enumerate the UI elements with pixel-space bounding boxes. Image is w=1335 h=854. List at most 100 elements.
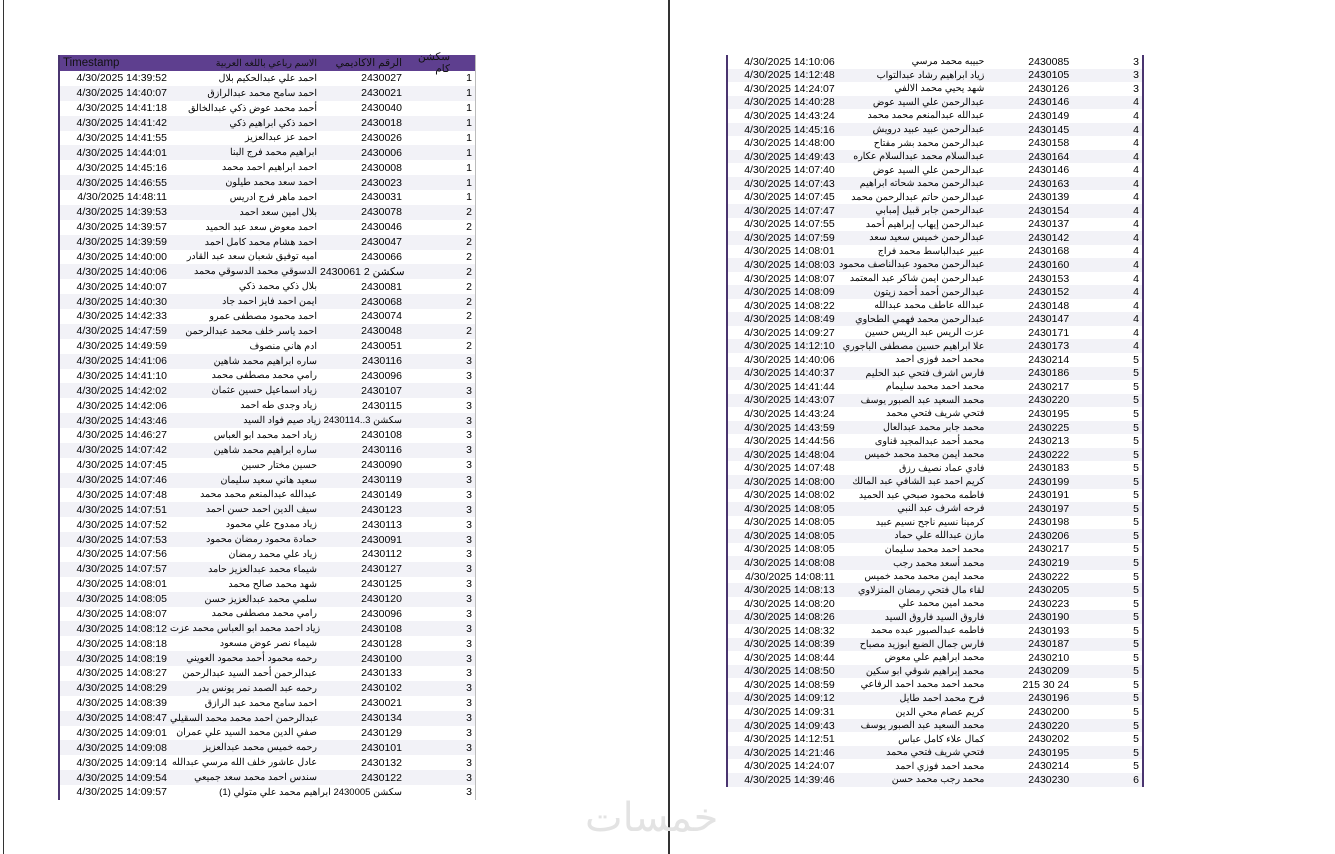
table-row: 4/30/2025 14:41:42 احمد ذكي ابراهيم ذكي 24…: [60, 115, 475, 131]
cell-id: 2430046: [361, 221, 402, 234]
cell-timestamp: 4/30/2025 14:08:07: [76, 607, 167, 620]
cell-timestamp: 4/30/2025 14:39:46: [744, 773, 835, 786]
cell-name: احمد ياسر خلف محمد عبدالرحمن: [185, 325, 317, 337]
cell-section: 1: [466, 117, 472, 130]
cell-id: 2430137: [1028, 218, 1070, 231]
cell-id: 2430173: [1028, 340, 1070, 353]
cell-section: 3: [466, 637, 472, 650]
cell-section: 2: [466, 310, 472, 323]
cell-timestamp: 4/30/2025 14:43:07: [744, 394, 835, 407]
table-row: 4/30/2025 14:07:45 حسين مختار حسين 2430090…: [60, 458, 475, 473]
cell-timestamp: 4/30/2025 14:24:07: [744, 760, 835, 773]
cell-timestamp: 4/30/2025 14:08:02: [744, 489, 835, 502]
cell-name: ادم هاني منصوف: [249, 340, 317, 352]
cell-section: 4: [1133, 109, 1139, 122]
cell-name: سكشن 3..2430114 زياد صيم فواد السيد: [243, 415, 402, 427]
table-row: 4/30/2025 14:07:51 سيف الدين احمد حسن احم…: [60, 502, 475, 518]
table-row: 4/30/2025 14:07:56 زياد علي محمد رمضان 243…: [60, 547, 475, 562]
cell-id: 2430198: [1028, 516, 1070, 529]
cell-name: احمد سعد محمد طيلون: [225, 177, 317, 189]
cell-id: 2430205: [1028, 584, 1070, 597]
cell-name: رامي محمد مصطفى محمد: [211, 370, 317, 382]
cell-id: 2430023: [361, 176, 402, 189]
cell-name: احمد ابراهيم احمد محمد: [222, 162, 317, 174]
cell-name: علا ابراهيم حسين مصطفى الباجوري: [842, 340, 985, 352]
table-row: 4/30/2025 14:08:27 عبدالرحمن أحمد السيد ع…: [60, 666, 475, 681]
cell-name: لقاء مال فتحي رمضان المنزلاوي: [858, 584, 985, 596]
cell-timestamp: 4/30/2025 14:08:05: [744, 502, 835, 515]
cell-name: احمد علي عبدالحكيم بلال: [218, 72, 317, 84]
table-row: 4/30/2025 14:39:59 احمد هشام محمد كامل اح…: [60, 234, 475, 250]
cell-section: 4: [1133, 245, 1139, 258]
table-row: 4/30/2025 14:24:07 محمد احمد فوزي احمد 243…: [728, 759, 1142, 773]
cell-timestamp: 4/30/2025 14:40:06: [744, 353, 835, 366]
table-row: 4/30/2025 14:09:14 عادل عاشور خلف الله مر…: [60, 755, 475, 770]
cell-id: 2430145: [1028, 123, 1070, 136]
cell-name: عبدالله عبدالمنعم محمد محمد: [200, 489, 317, 501]
table-row: 4/30/2025 14:08:32 فاطمه عبدالصبور عبده م…: [728, 624, 1142, 638]
cell-section: 3: [466, 384, 472, 397]
cell-timestamp: 4/30/2025 14:08:18: [76, 637, 167, 650]
header-id: الرقم الاكاديمي: [335, 57, 402, 69]
cell-timestamp: 4/30/2025 14:39:53: [76, 206, 167, 219]
cell-section: 3: [466, 355, 472, 368]
cell-section: 2: [466, 265, 472, 278]
cell-section: 3: [466, 593, 472, 606]
cell-name: محمد ايمن محمد محمد خميس: [864, 449, 985, 461]
cell-name: رحمه محمود أحمد محمود العويني: [186, 653, 317, 665]
cell-section: 5: [1133, 760, 1139, 773]
cell-id: 2430220: [1028, 394, 1070, 407]
cell-name: محمد رجب محمد حسن: [891, 774, 985, 786]
cell-id: 2430152: [1028, 286, 1070, 299]
cell-name: محمد السعيد عبد الصبور يوسف: [860, 720, 985, 732]
cell-id: 2430027: [361, 72, 402, 85]
table-row: 4/30/2025 14:08:08 محمد أسعد محمد رجب 2430…: [728, 556, 1142, 570]
table-row: 4/30/2025 14:07:43 عبدالرحمن محمد شحاته ا…: [728, 176, 1142, 191]
cell-section: 5: [1133, 543, 1139, 556]
cell-name: عبدالسلام محمد عبدالسلام عكاره: [853, 151, 985, 163]
cell-section: 3: [466, 563, 472, 576]
table-row: 4/30/2025 14:40:07 احمد سامح محمد عبدالرا…: [60, 85, 475, 101]
cell-name: سلمي محمد عبدالعزيز حسن: [204, 593, 317, 605]
cell-id: 2430066: [361, 250, 402, 263]
cell-name: حمادة محمود رمضان محمود: [206, 534, 317, 546]
cell-timestamp: 4/30/2025 14:07:48: [76, 488, 167, 501]
cell-name: زياد احمد محمد ابو العباس: [213, 429, 317, 441]
cell-timestamp: 4/30/2025 14:09:01: [76, 726, 167, 739]
table-row: 4/30/2025 14:07:46 سعيد هاني سعيد سليمان 2…: [60, 472, 475, 488]
cell-timestamp: 4/30/2025 14:49:59: [76, 340, 167, 353]
cell-timestamp: 4/30/2025 14:45:16: [76, 161, 167, 174]
cell-name: فارس اشرف فتحي عبد الحليم: [865, 367, 985, 379]
table-row: 4/30/2025 14:40:06 الدسوقي محمد الدسوقي م…: [60, 264, 475, 280]
cell-id: 2430214: [1028, 353, 1070, 366]
cell-name: رحمه خميس محمد عبدالعزيز: [203, 742, 317, 754]
cell-section: 1: [466, 176, 472, 189]
table-row: 4/30/2025 14:40:06 محمد احمد فوزى احمد 243…: [728, 353, 1142, 367]
cell-timestamp: 4/30/2025 14:07:57: [76, 563, 167, 576]
cell-name: فرحه اشرف عبد النبي: [897, 503, 985, 515]
cell-id: 2430197: [1028, 502, 1070, 515]
cell-timestamp: 4/30/2025 14:08:03: [744, 258, 835, 271]
cell-name: زياد اسماعيل حسين عثمان: [211, 385, 317, 397]
cell-section: 5: [1133, 692, 1139, 705]
cell-id: 2430127: [361, 563, 402, 576]
cell-section: 5: [1133, 421, 1139, 434]
table-row: 4/30/2025 14:45:16 احمد ابراهيم احمد محمد…: [60, 160, 475, 175]
cell-section: 2: [466, 221, 472, 234]
cell-section: 1: [466, 102, 472, 115]
cell-section: 5: [1133, 435, 1139, 448]
cell-id: 2430128: [361, 637, 402, 650]
page-edge-line: [3, 0, 4, 854]
cell-timestamp: 4/30/2025 14:46:27: [76, 429, 167, 442]
cell-timestamp: 4/30/2025 14:39:57: [76, 221, 167, 234]
cell-id: 2430206: [1028, 529, 1070, 542]
cell-name: الدسوقي محمد الدسوقي محمد: [193, 266, 317, 278]
cell-timestamp: 4/30/2025 14:08:20: [744, 597, 835, 610]
cell-timestamp: 4/30/2025 14:43:59: [744, 421, 835, 434]
cell-name: بلال ذكي محمد ذكي: [238, 281, 317, 293]
cell-timestamp: 4/30/2025 14:09:12: [744, 692, 835, 705]
cell-timestamp: 4/30/2025 14:49:43: [744, 150, 835, 163]
cell-id: 2430187: [1028, 638, 1070, 651]
header-name: الاسم رباعي باللغه العربية: [215, 57, 317, 69]
cell-id: 2430101: [361, 741, 402, 754]
